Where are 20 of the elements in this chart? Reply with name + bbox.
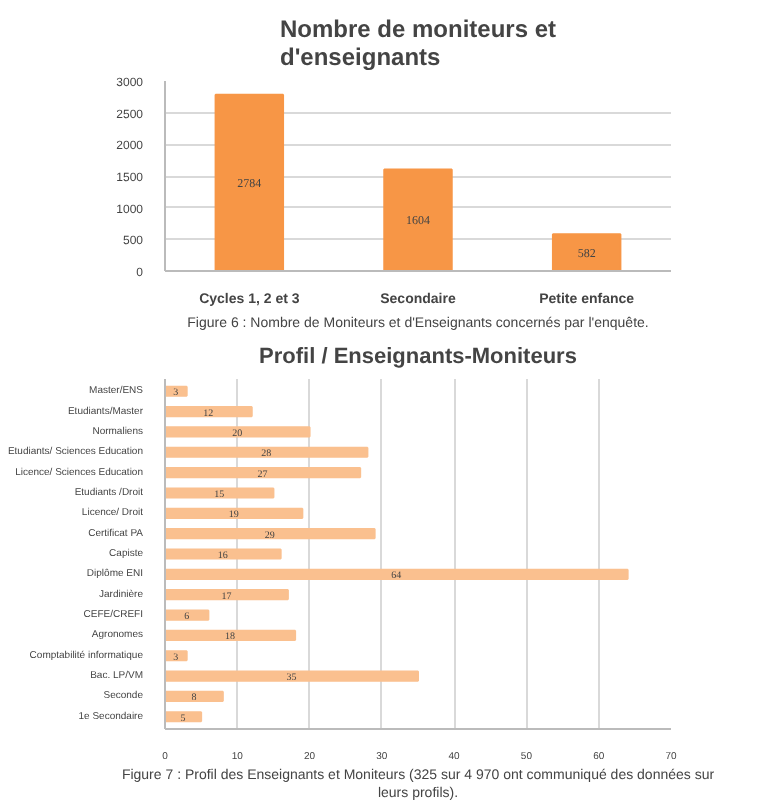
bar [165, 609, 210, 621]
bar [165, 405, 253, 418]
bar [165, 711, 203, 723]
bar [165, 467, 362, 479]
bar [165, 670, 419, 682]
bar [165, 507, 304, 519]
bar [165, 528, 376, 540]
chart-title: Profil / Enseignants-Moniteurs [259, 345, 577, 369]
bar [165, 487, 275, 499]
bar [165, 568, 629, 580]
bar [165, 446, 369, 458]
chart-title: Nombre de moniteurs et d'enseignants [279, 15, 557, 71]
bar [551, 233, 622, 271]
bar [165, 548, 282, 560]
bar [383, 168, 453, 271]
bar [165, 690, 224, 703]
bar [165, 629, 297, 641]
bar [165, 426, 311, 438]
bar [165, 589, 289, 601]
bar [214, 93, 285, 271]
